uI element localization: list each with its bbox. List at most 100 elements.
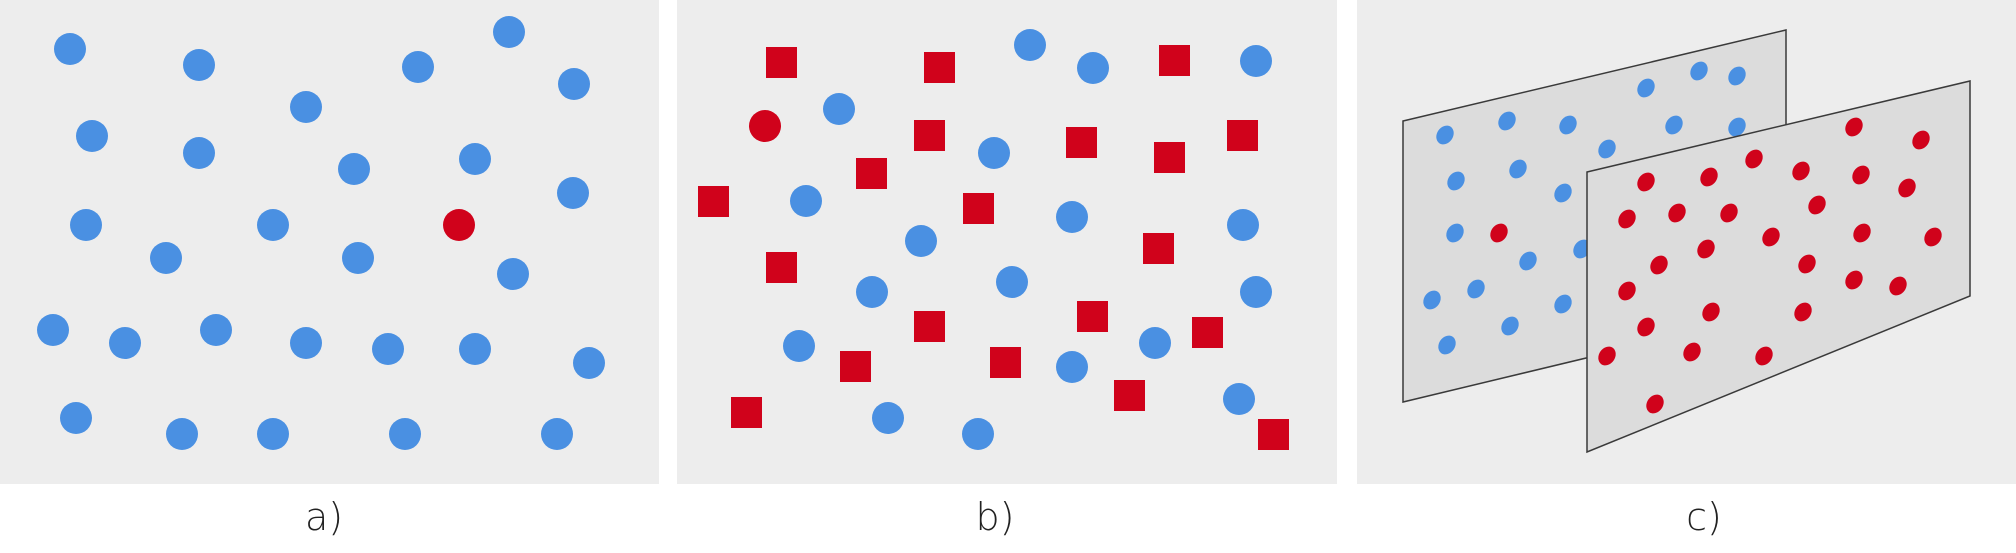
- blue-circle: [856, 276, 888, 308]
- blue-circle: [1223, 383, 1255, 415]
- red-square: [990, 347, 1021, 378]
- red-dot: [1798, 254, 1816, 274]
- blue-dot: [1728, 117, 1746, 137]
- blue-circle: [183, 49, 215, 81]
- red-dot: [1490, 223, 1508, 243]
- blue-circle: [109, 327, 141, 359]
- blue-circle: [70, 209, 102, 241]
- red-dot: [1637, 317, 1655, 337]
- red-dot: [1683, 342, 1701, 362]
- blue-dot: [1690, 61, 1708, 81]
- blue-dot: [1438, 335, 1456, 355]
- red-square: [1077, 301, 1108, 332]
- red-square: [963, 193, 994, 224]
- red-dot: [1700, 167, 1718, 187]
- red-dot: [1845, 270, 1863, 290]
- blue-circle: [402, 51, 434, 83]
- blue-dot: [1509, 159, 1527, 179]
- panel-b: [677, 0, 1337, 484]
- blue-dot: [1554, 183, 1572, 203]
- red-squares: [698, 45, 1289, 450]
- red-dot: [1637, 172, 1655, 192]
- blue-circle: [1240, 276, 1272, 308]
- panel-c-canvas: [1402, 29, 1971, 454]
- blue-dot: [1446, 223, 1464, 243]
- blue-circle: [783, 330, 815, 362]
- blue-circle: [257, 418, 289, 450]
- blue-circle: [389, 418, 421, 450]
- blue-circle: [557, 177, 589, 209]
- blue-circle: [1240, 45, 1272, 77]
- red-dot: [1598, 346, 1616, 366]
- red-dot: [1845, 117, 1863, 137]
- red-dot: [1697, 239, 1715, 259]
- blue-circle: [1077, 52, 1109, 84]
- red-square: [840, 351, 871, 382]
- red-dot: [1618, 209, 1636, 229]
- blue-circle: [996, 266, 1028, 298]
- blue-circle: [1056, 201, 1088, 233]
- blue-circle: [290, 91, 322, 123]
- blue-circle: [558, 68, 590, 100]
- red-dot: [1889, 276, 1907, 296]
- blue-dot: [1728, 66, 1746, 86]
- red-square: [1192, 317, 1223, 348]
- blue-circle: [493, 16, 525, 48]
- red-dot: [1618, 281, 1636, 301]
- red-dot: [1720, 203, 1738, 223]
- red-dot: [1792, 161, 1810, 181]
- caption-c: c): [1686, 495, 1722, 539]
- red-dot: [1852, 165, 1870, 185]
- blue-circle: [60, 402, 92, 434]
- red-square: [698, 186, 729, 217]
- blue-dot: [1467, 279, 1485, 299]
- red-dot: [1646, 394, 1664, 414]
- red-dot: [1853, 223, 1871, 243]
- panel-a: [0, 0, 659, 484]
- blue-dot: [1498, 111, 1516, 131]
- blue-circle: [872, 402, 904, 434]
- red-dot: [1702, 302, 1720, 322]
- red-square: [766, 252, 797, 283]
- blue-circle: [342, 242, 374, 274]
- blue-dot: [1436, 125, 1454, 145]
- caption-a: a): [304, 495, 344, 539]
- blue-dot: [1501, 316, 1519, 336]
- red-circle: [749, 110, 781, 142]
- blue-circle: [54, 33, 86, 65]
- blue-circle: [978, 137, 1010, 169]
- red-dot: [1650, 255, 1668, 275]
- blue-circle: [459, 143, 491, 175]
- red-dot: [1794, 302, 1812, 322]
- red-square: [1258, 419, 1289, 450]
- blue-circle: [1227, 209, 1259, 241]
- blue-circle: [338, 153, 370, 185]
- blue-circle: [573, 347, 605, 379]
- blue-circle: [76, 120, 108, 152]
- blue-circle: [257, 209, 289, 241]
- blue-circle: [1014, 29, 1046, 61]
- blue-circle: [459, 333, 491, 365]
- blue-circle: [200, 314, 232, 346]
- red-dot: [1762, 227, 1780, 247]
- red-dot: [1745, 149, 1763, 169]
- blue-circle: [150, 242, 182, 274]
- red-square: [1143, 233, 1174, 264]
- panel-c: [1357, 0, 2016, 484]
- blue-circle: [541, 418, 573, 450]
- blue-circle: [37, 314, 69, 346]
- red-square: [856, 158, 887, 189]
- blue-circle: [183, 137, 215, 169]
- red-dot: [1808, 195, 1826, 215]
- red-circle: [443, 209, 475, 241]
- red-dot: [1912, 130, 1930, 150]
- blue-circle: [823, 93, 855, 125]
- red-dot: [1668, 203, 1686, 223]
- blue-dot: [1598, 139, 1616, 159]
- red-square: [924, 52, 955, 83]
- red-square: [731, 397, 762, 428]
- blue-circle: [372, 333, 404, 365]
- red-dot: [1898, 178, 1916, 198]
- panel-a-canvas: [37, 16, 605, 450]
